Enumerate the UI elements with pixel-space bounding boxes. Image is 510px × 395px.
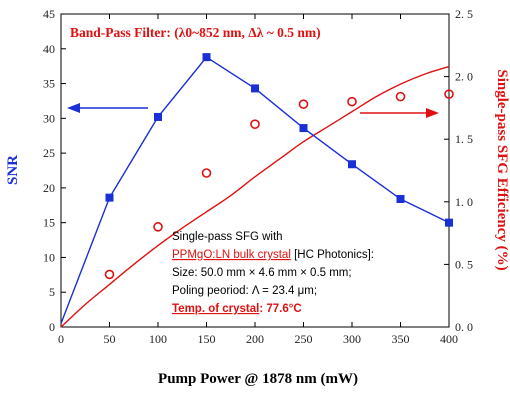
snr-point <box>299 124 308 133</box>
y-left-axis-title: SNR <box>5 155 21 185</box>
y-right-tick-label: 2. 0 <box>455 70 473 84</box>
snr-point <box>396 195 405 204</box>
efficiency-point <box>347 96 357 107</box>
efficiency-series-layer <box>104 89 454 280</box>
x-axis-ticks: 0 50 100 150 200 250 300 350 400 <box>58 14 458 346</box>
y-right-axis-title: Single-pass SFG Efficiency (%) <box>494 69 510 270</box>
fit-curve-layer <box>60 65 450 328</box>
y-right-tick-label: 0. 5 <box>455 257 473 271</box>
annotation-line-1: Single-pass SFG with <box>172 231 283 243</box>
efficiency-point <box>104 269 115 280</box>
annotation-text: Single-pass SFG with PPMgO:LN bulk cryst… <box>172 231 374 315</box>
y-right-axis-ticks: 0. 0 0. 5 1. 0 1. 5 2. 0 2. 5 <box>444 7 473 334</box>
x-tick-label: 200 <box>246 332 264 346</box>
snr-point <box>105 193 114 202</box>
y-left-tick-label: 25 <box>43 146 55 160</box>
annotation-line-3: Size: 50.0 mm × 4.6 mm × 0.5 mm; <box>172 267 352 279</box>
snr-arrow-head <box>67 103 80 113</box>
annotation-vendor: [HC Photonics]: <box>291 249 374 261</box>
efficiency-point <box>444 89 454 99</box>
x-tick-label: 400 <box>440 332 458 346</box>
efficiency-point <box>395 91 406 102</box>
efficiency-point <box>298 99 309 109</box>
efficiency-point <box>153 222 163 232</box>
x-tick-label: 150 <box>198 332 216 346</box>
y-left-tick-label: 5 <box>49 285 55 299</box>
plot-frame <box>60 13 450 328</box>
y-right-tick-label: 0. 0 <box>455 320 473 334</box>
x-axis-title: Pump Power @ 1878 nm (mW) <box>158 371 358 387</box>
annotation-line-5: Temp. of crystal: 77.6°C <box>172 303 302 315</box>
efficiency-point <box>201 168 212 178</box>
snr-line <box>60 56 450 324</box>
x-tick-label: 250 <box>295 332 313 346</box>
snr-series-layer <box>60 53 453 324</box>
annotation-line-4: Poling peoriod: Λ = 23.4 μm; <box>172 285 317 297</box>
x-tick-label: 50 <box>104 332 116 346</box>
y-left-tick-label: 10 <box>43 250 55 264</box>
x-tick-label: 350 <box>392 332 410 346</box>
annotation-temp-label: Temp. of crystal <box>172 303 259 315</box>
efficiency-arrow-head <box>426 108 439 118</box>
y-right-tick-label: 2. 5 <box>455 7 473 21</box>
snr-point <box>202 53 211 62</box>
y-right-tick-label: 1. 5 <box>455 132 473 146</box>
efficiency-fit-curve <box>60 65 450 328</box>
annotation-line-2: PPMgO:LN bulk crystal [HC Photonics]: <box>172 249 374 261</box>
snr-point <box>445 218 453 227</box>
snr-point <box>251 84 259 93</box>
y-left-tick-label: 40 <box>43 42 55 56</box>
snr-axis-arrow <box>67 103 148 113</box>
x-tick-label: 300 <box>343 332 361 346</box>
x-tick-label: 100 <box>149 332 167 346</box>
y-left-tick-label: 0 <box>49 320 55 334</box>
x-tick-label: 0 <box>58 332 64 346</box>
annotation-crystal-name: PPMgO:LN bulk crystal <box>172 249 291 261</box>
y-left-tick-label: 45 <box>43 7 55 21</box>
efficiency-point <box>250 119 260 129</box>
y-right-tick-label: 1. 0 <box>455 195 473 209</box>
y-left-tick-label: 20 <box>43 181 55 195</box>
snr-point <box>348 160 356 169</box>
snr-point <box>154 112 162 121</box>
y-left-tick-label: 15 <box>43 216 55 230</box>
chart-title: Band-Pass Filter: (λ0~852 nm, Δλ ~ 0.5 n… <box>70 25 321 40</box>
y-left-axis-ticks: 0 5 10 15 20 25 30 35 40 45 <box>43 7 66 334</box>
annotation-temp-value: : 77.6°C <box>259 303 301 315</box>
efficiency-axis-arrow <box>360 108 439 118</box>
y-left-tick-label: 30 <box>43 111 55 125</box>
y-left-tick-label: 35 <box>43 77 55 91</box>
